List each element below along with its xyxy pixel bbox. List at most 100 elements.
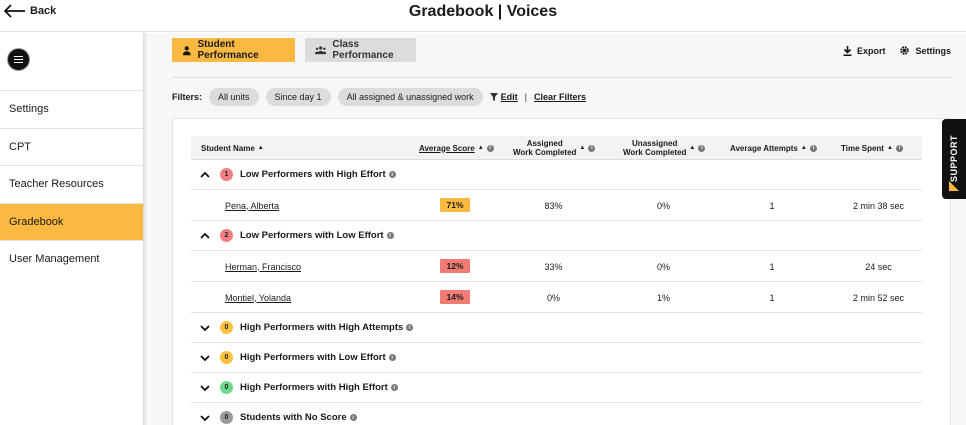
chevron-down-icon[interactable] xyxy=(199,322,211,334)
unassigned-work-cell: 0% xyxy=(656,261,670,272)
filter-pill-date[interactable]: Since day 1 xyxy=(265,88,331,106)
group-label: Low Performers with Low Effort i xyxy=(240,230,394,241)
column-label-line-2: Work Completed xyxy=(513,148,577,157)
table-row: Pena, Alberta 71% 83% 0% 1 2 min 38 sec xyxy=(191,190,922,221)
info-icon[interactable]: i xyxy=(388,171,396,178)
group-label: Students with No Score i xyxy=(240,412,357,423)
settings-button[interactable]: Settings xyxy=(899,45,951,56)
sidebar-item-cpt[interactable]: CPT xyxy=(0,127,143,166)
tab-student-performance[interactable]: Student Performance xyxy=(172,38,295,62)
info-icon[interactable]: i xyxy=(349,414,357,421)
info-icon[interactable]: i xyxy=(809,144,817,152)
column-unassigned-work[interactable]: Unassigned Work Completed ▲ i xyxy=(623,136,706,160)
student-name-link[interactable]: Montiel, Yolanda xyxy=(225,292,292,303)
hamburger-menu-button[interactable] xyxy=(7,48,30,71)
chevron-down-icon[interactable] xyxy=(199,382,211,394)
group-row[interactable]: 2 Low Performers with Low Effort i xyxy=(191,221,922,251)
column-label: Time Spent xyxy=(841,143,884,153)
sidebar-item-settings[interactable]: Settings xyxy=(0,90,143,128)
score-badge: 71% xyxy=(440,198,470,212)
filters-separator: | xyxy=(524,92,527,102)
page-title: Gradebook | Voices xyxy=(408,3,558,20)
chevron-down-icon[interactable] xyxy=(199,352,211,364)
attempts-cell: 1 xyxy=(769,200,775,211)
column-label: Average Attempts xyxy=(730,143,798,153)
time-spent-cell: 2 min 38 sec xyxy=(852,200,905,211)
group-row[interactable]: 0 High Performers with High Effort i xyxy=(191,373,922,403)
group-count-badge: 0 xyxy=(220,411,233,424)
group-count-badge: 0 xyxy=(220,321,233,334)
support-tab[interactable]: SUPPORT xyxy=(942,119,966,199)
settings-label: Settings xyxy=(915,45,951,56)
top-bar: Back Gradebook | Voices xyxy=(0,0,966,32)
group-row[interactable]: 0 High Performers with Low Effort i xyxy=(191,343,922,373)
info-icon[interactable]: i xyxy=(388,354,396,361)
group-row[interactable]: 1 Low Performers with High Effort i xyxy=(191,160,922,190)
column-average-score[interactable]: Average Score ▲ i xyxy=(419,136,494,160)
column-label: Student Name xyxy=(201,143,255,153)
sort-icon: ▲ xyxy=(257,144,264,151)
info-icon[interactable]: i xyxy=(698,144,706,152)
info-icon[interactable]: i xyxy=(588,144,596,152)
clear-filters-link[interactable]: Clear Filters xyxy=(533,92,587,102)
student-name-link[interactable]: Herman, Francisco xyxy=(225,261,302,272)
info-icon[interactable]: i xyxy=(895,144,903,152)
sort-icon: ▲ xyxy=(800,144,807,151)
group-label: Low Performers with High Effort i xyxy=(240,169,396,180)
sidebar-item-user-management[interactable]: User Management xyxy=(0,240,143,278)
group-label-text: Students with No Score xyxy=(240,412,347,423)
edit-filters-button[interactable]: Edit xyxy=(489,92,518,102)
group-label-text: High Performers with Low Effort xyxy=(240,352,386,363)
column-student-name[interactable]: Student Name ▲ xyxy=(201,136,264,160)
export-button[interactable]: Export xyxy=(843,45,885,56)
attempts-cell: 1 xyxy=(769,292,775,303)
assigned-work-cell: 33% xyxy=(544,261,563,272)
info-icon[interactable]: i xyxy=(386,232,394,239)
unassigned-work-cell: 0% xyxy=(656,200,670,211)
chevron-up-icon[interactable] xyxy=(199,169,211,181)
unassigned-work-cell: 1% xyxy=(656,292,670,303)
chevron-up-icon[interactable] xyxy=(199,230,211,242)
sort-icon: ▲ xyxy=(689,144,696,151)
filter-pill-units[interactable]: All units xyxy=(209,88,259,106)
column-label-line-1: Assigned xyxy=(526,139,563,148)
filter-icon xyxy=(489,93,498,101)
group-label: High Performers with Low Effort i xyxy=(240,352,396,363)
group-row[interactable]: 0 Students with No Score i xyxy=(191,403,922,425)
person-icon xyxy=(182,45,191,55)
tab-class-performance[interactable]: Class Performance xyxy=(305,38,416,62)
time-spent-cell: 2 min 52 sec xyxy=(852,292,905,303)
info-icon[interactable]: i xyxy=(390,384,398,391)
edit-filters-link[interactable]: Edit xyxy=(500,92,518,102)
arrow-left-icon xyxy=(4,4,25,18)
column-assigned-work[interactable]: Assigned Work Completed ▲ i xyxy=(513,136,596,160)
info-icon[interactable]: i xyxy=(406,324,414,331)
filters-label: Filters: xyxy=(172,92,203,102)
group-count-badge: 2 xyxy=(220,229,233,242)
column-time-spent[interactable]: Time Spent ▲ i xyxy=(841,136,903,160)
sidebar-shadow xyxy=(144,33,150,425)
group-row[interactable]: 0 High Performers with High Attempts i xyxy=(191,313,922,343)
assigned-work-cell: 83% xyxy=(544,200,563,211)
download-icon xyxy=(843,45,852,56)
sidebar-item-gradebook[interactable]: Gradebook xyxy=(0,202,143,240)
assigned-work-cell: 0% xyxy=(546,292,560,303)
sidebar-item-teacher-resources[interactable]: Teacher Resources xyxy=(0,165,143,203)
group-label-text: Low Performers with High Effort xyxy=(240,169,386,180)
group-label-text: Low Performers with Low Effort xyxy=(240,230,384,241)
column-label-line-1: Unassigned xyxy=(632,139,678,148)
table-header: Student Name ▲ Average Score ▲ i Assigned Wo… xyxy=(191,136,922,160)
column-label: Unassigned Work Completed xyxy=(623,139,686,157)
student-name-link[interactable]: Pena, Alberta xyxy=(225,200,280,211)
tab-student-label: Student Performance xyxy=(197,39,259,61)
sort-icon: ▲ xyxy=(886,144,893,151)
table-row: Herman, Francisco 12% 33% 0% 1 24 sec xyxy=(191,251,922,282)
back-button[interactable]: Back xyxy=(4,4,56,18)
filter-pill-work[interactable]: All assigned & unassigned work xyxy=(337,88,483,106)
score-badge: 12% xyxy=(440,259,470,273)
info-icon[interactable]: i xyxy=(486,144,494,152)
support-triangle-icon xyxy=(949,181,959,191)
chevron-down-icon[interactable] xyxy=(199,412,211,424)
filters-bar: Filters: All units Since day 1 All assig… xyxy=(172,87,586,107)
column-average-attempts[interactable]: Average Attempts ▲ i xyxy=(730,136,817,160)
